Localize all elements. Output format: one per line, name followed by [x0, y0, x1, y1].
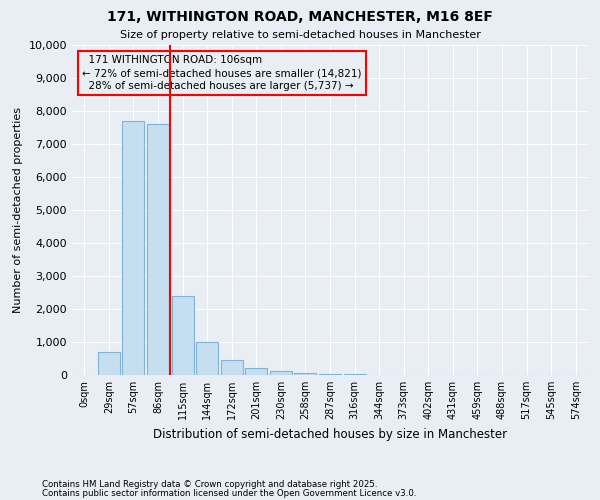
Bar	[295, 372, 316, 375]
X-axis label: Distribution of semi-detached houses by size in Manchester: Distribution of semi-detached houses by …	[153, 428, 507, 440]
Bar	[344, 374, 365, 375]
Bar	[270, 371, 292, 375]
Bar	[245, 368, 268, 375]
Text: 171, WITHINGTON ROAD, MANCHESTER, M16 8EF: 171, WITHINGTON ROAD, MANCHESTER, M16 8E…	[107, 10, 493, 24]
Bar	[147, 124, 169, 375]
Text: Size of property relative to semi-detached houses in Manchester: Size of property relative to semi-detach…	[119, 30, 481, 40]
Bar	[196, 342, 218, 375]
Text: Contains HM Land Registry data © Crown copyright and database right 2025.: Contains HM Land Registry data © Crown c…	[42, 480, 377, 489]
Bar	[221, 360, 243, 375]
Text: 171 WITHINGTON ROAD: 106sqm
← 72% of semi-detached houses are smaller (14,821)
 : 171 WITHINGTON ROAD: 106sqm ← 72% of sem…	[82, 55, 362, 92]
Text: Contains public sector information licensed under the Open Government Licence v3: Contains public sector information licen…	[42, 488, 416, 498]
Bar	[98, 352, 120, 375]
Y-axis label: Number of semi-detached properties: Number of semi-detached properties	[13, 107, 23, 313]
Bar	[172, 296, 194, 375]
Bar	[319, 374, 341, 375]
Bar	[122, 121, 145, 375]
